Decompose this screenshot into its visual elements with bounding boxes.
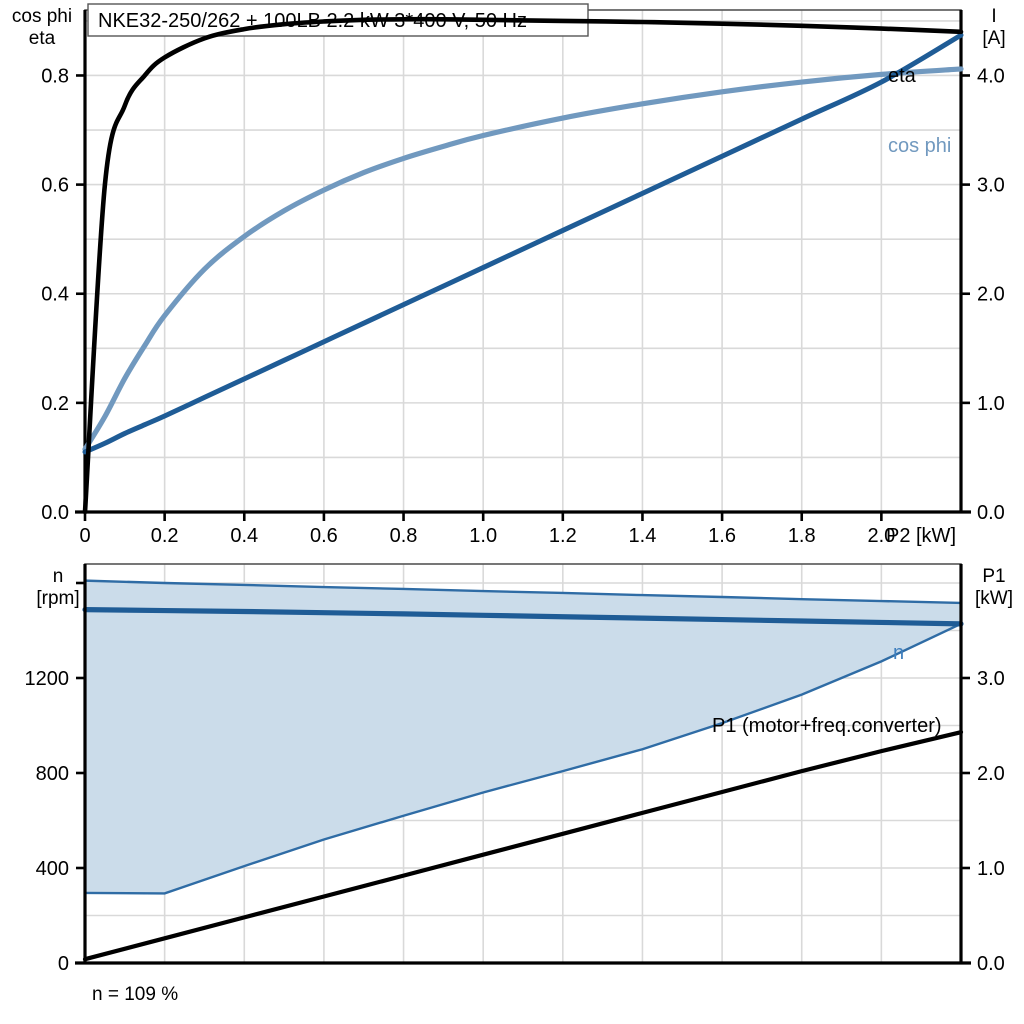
axis-label-left-speed: n xyxy=(53,566,64,587)
curve-cos-phi xyxy=(82,66,964,452)
tick-label-right: 2.0 xyxy=(977,284,1005,306)
axis-label-right-p1-unit: [kW] xyxy=(975,588,1013,609)
tick-label-left: 0.6 xyxy=(41,175,69,197)
curve-label-n: n xyxy=(893,642,904,664)
axis-label-left-eta: eta xyxy=(29,28,56,49)
tick-label-right: 3.0 xyxy=(977,175,1005,197)
band-upper-edge xyxy=(84,579,962,605)
axis-label-x-p2: P2 [kW] xyxy=(886,525,956,547)
tick-label-right: 4.0 xyxy=(977,65,1005,87)
tick-label-left: 0 xyxy=(58,953,69,975)
tick-label-left: 800 xyxy=(36,763,69,785)
tick-label-x: 2.0 xyxy=(867,525,895,547)
axis-label-right-current: I xyxy=(991,6,996,27)
axis-label-right-current-unit: [A] xyxy=(982,28,1005,49)
curve-current xyxy=(82,32,964,455)
curve-label-cos-phi: cos phi xyxy=(888,135,951,157)
axis-label-left-speed-unit: [rpm] xyxy=(36,588,79,609)
tick-label-left: 0.4 xyxy=(41,284,69,306)
tick-label-x: 1.8 xyxy=(788,525,816,547)
tick-label-left: 400 xyxy=(36,858,69,880)
curve-label-eta: eta xyxy=(888,65,917,87)
axis-label-left-cosphi: cos phi xyxy=(12,6,72,27)
tick-label-x: 1.2 xyxy=(549,525,577,547)
speed-range-band xyxy=(85,580,961,894)
tick-label-left: 0.2 xyxy=(41,393,69,415)
tick-label-left: 0.0 xyxy=(41,502,69,524)
curve-label-p1: P1 (motor+freq.converter) xyxy=(712,715,942,737)
axis-label-right-p1: P1 xyxy=(982,566,1005,587)
tick-label-right: 0.0 xyxy=(977,502,1005,524)
tick-label-x: 1.6 xyxy=(708,525,736,547)
tick-label-left: 1200 xyxy=(25,668,70,690)
band-lower-edge xyxy=(84,622,962,895)
tick-label-x: 1.0 xyxy=(469,525,497,547)
tick-label-right: 2.0 xyxy=(977,763,1005,785)
tick-label-x: 0 xyxy=(79,525,90,547)
tick-label-x: 0.2 xyxy=(151,525,179,547)
tick-label-right: 1.0 xyxy=(977,858,1005,880)
curve-eta xyxy=(82,16,964,515)
footer-speed-note: n = 109 % xyxy=(92,984,178,1005)
tick-label-x: 0.8 xyxy=(390,525,418,547)
tick-label-left: 0.8 xyxy=(41,65,69,87)
curve-speed-n xyxy=(82,607,964,627)
tick-label-right: 0.0 xyxy=(977,953,1005,975)
tick-label-x: 0.4 xyxy=(230,525,258,547)
tick-label-right: 1.0 xyxy=(977,393,1005,415)
tick-label-right: 3.0 xyxy=(977,668,1005,690)
tick-label-x: 1.4 xyxy=(629,525,657,547)
curve-p1 xyxy=(82,730,964,962)
tick-label-x: 0.6 xyxy=(310,525,338,547)
